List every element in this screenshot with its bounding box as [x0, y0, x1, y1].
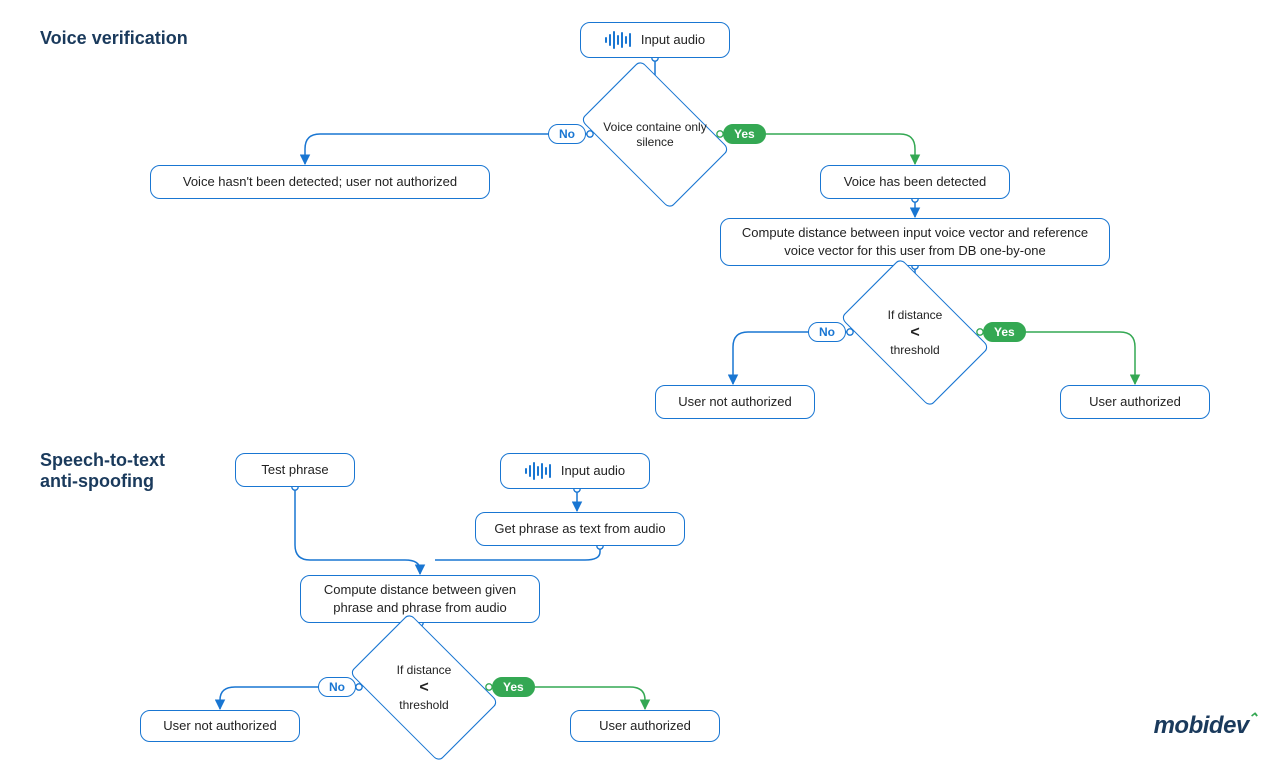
node-vv-compute: Compute distance between input voice vec…: [720, 218, 1110, 266]
decision-label: Voice containe only silence: [600, 120, 710, 150]
node-vv-input-audio: Input audio: [580, 22, 730, 58]
decision-vv-threshold: If distance < threshold: [860, 290, 970, 375]
node-as-test-phrase: Test phrase: [235, 453, 355, 487]
node-vv-not-detected: Voice hasn't been detected; user not aut…: [150, 165, 490, 199]
waveform-icon: [605, 31, 631, 49]
node-vv-detected: Voice has been detected: [820, 165, 1010, 199]
section-title-antispoof: Speech-to-text anti-spoofing: [40, 450, 200, 492]
decision-label: If distance < threshold: [888, 308, 943, 358]
pill-yes-vv2: Yes: [983, 322, 1026, 342]
node-as-input-audio: Input audio: [500, 453, 650, 489]
pill-yes-vv1: Yes: [723, 124, 766, 144]
node-as-get-phrase: Get phrase as text from audio: [475, 512, 685, 546]
node-as-compute: Compute distance between given phrase an…: [300, 575, 540, 623]
decision-as-threshold: If distance < threshold: [369, 645, 479, 730]
section-title-voice: Voice verification: [40, 28, 188, 49]
waveform-icon: [525, 462, 551, 480]
node-as-not-auth: User not authorized: [140, 710, 300, 742]
node-label: Input audio: [561, 462, 625, 480]
decision-label: If distance < threshold: [397, 663, 452, 713]
node-vv-not-auth: User not authorized: [655, 385, 815, 419]
pill-no-vv1: No: [548, 124, 586, 144]
pill-no-as: No: [318, 677, 356, 697]
node-vv-auth: User authorized: [1060, 385, 1210, 419]
node-as-auth: User authorized: [570, 710, 720, 742]
decision-vv-silence: Voice containe only silence: [600, 92, 710, 177]
pill-no-vv2: No: [808, 322, 846, 342]
node-label: Input audio: [641, 31, 705, 49]
wifi-icon: ⌃: [1247, 710, 1258, 726]
logo-mobidev: mobidev⌃: [1154, 712, 1260, 740]
pill-yes-as: Yes: [492, 677, 535, 697]
